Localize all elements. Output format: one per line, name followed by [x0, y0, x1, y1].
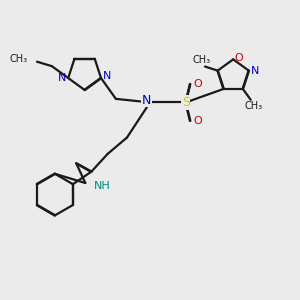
Text: O: O [193, 79, 202, 89]
Text: CH₃: CH₃ [244, 101, 263, 111]
Text: O: O [234, 53, 243, 63]
Text: NH: NH [94, 181, 110, 191]
Text: CH₃: CH₃ [10, 54, 28, 64]
Text: O: O [193, 116, 202, 126]
Text: S: S [182, 96, 190, 109]
Text: N: N [58, 73, 66, 83]
Text: N: N [251, 66, 260, 76]
Text: CH₃: CH₃ [193, 55, 211, 65]
Text: N: N [142, 94, 151, 106]
Text: N: N [103, 71, 112, 81]
